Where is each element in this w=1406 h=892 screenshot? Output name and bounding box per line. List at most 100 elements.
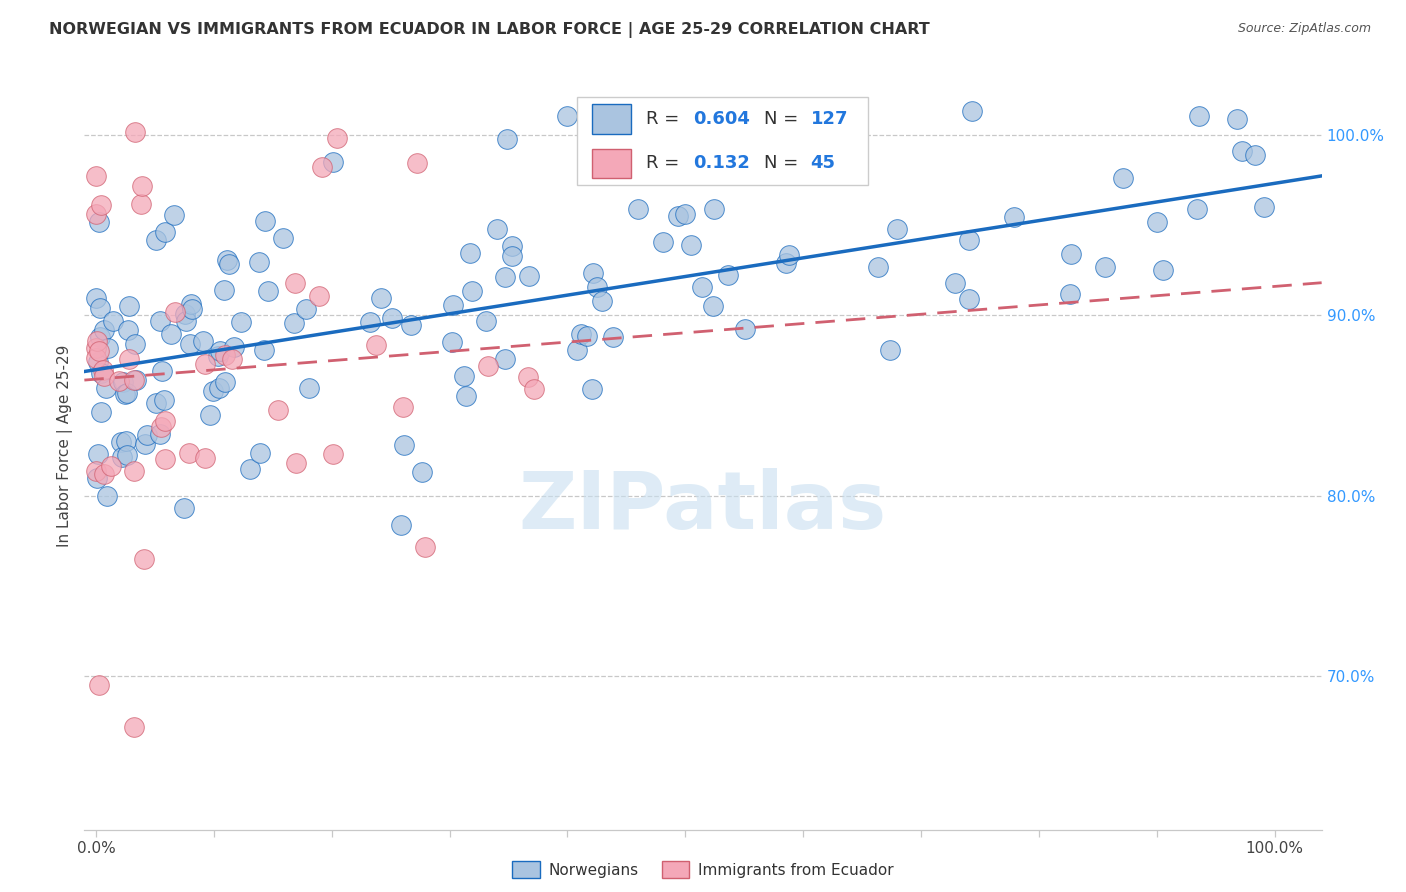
Point — [149, 427, 172, 442]
Point — [134, 436, 156, 450]
Point — [325, 131, 347, 145]
Point — [107, 375, 129, 389]
Point — [174, 314, 197, 328]
Point — [180, 297, 202, 311]
Point — [87, 447, 110, 461]
Point — [153, 414, 176, 428]
Point — [366, 338, 388, 352]
Point — [359, 315, 381, 329]
Point — [501, 249, 523, 263]
Point — [86, 351, 108, 366]
Point — [153, 392, 176, 407]
Point — [778, 248, 800, 262]
Point — [1152, 263, 1174, 277]
Point — [90, 405, 112, 419]
Point — [84, 341, 107, 355]
Point — [90, 198, 112, 212]
Point — [89, 678, 111, 692]
Point — [569, 326, 592, 341]
Point — [322, 154, 344, 169]
Point — [124, 720, 146, 734]
Point — [86, 470, 108, 484]
Point — [149, 314, 172, 328]
Point — [477, 359, 499, 374]
Point — [308, 289, 330, 303]
Point — [97, 342, 120, 356]
Point — [734, 321, 756, 335]
Point — [145, 395, 167, 409]
Point — [652, 235, 675, 249]
Point — [224, 340, 246, 354]
Point — [84, 464, 107, 478]
Point — [666, 210, 689, 224]
Point — [284, 276, 307, 290]
Point — [575, 329, 598, 343]
Point — [626, 202, 648, 217]
Point — [311, 160, 333, 174]
Point — [173, 501, 195, 516]
Point — [181, 302, 204, 317]
Point — [86, 334, 108, 348]
Point — [117, 323, 139, 337]
Point — [87, 355, 110, 369]
Point — [93, 322, 115, 336]
Point — [866, 260, 889, 274]
Point — [1232, 144, 1254, 158]
Point — [201, 384, 224, 398]
Point — [214, 375, 236, 389]
Point — [118, 299, 141, 313]
Point — [208, 344, 231, 359]
FancyBboxPatch shape — [592, 104, 631, 134]
Point — [415, 540, 437, 554]
Point — [494, 270, 516, 285]
Point — [458, 245, 481, 260]
Point — [90, 366, 112, 380]
Text: R =: R = — [647, 154, 685, 172]
Point — [879, 343, 901, 358]
Point — [581, 382, 603, 396]
Point — [461, 284, 484, 298]
Point — [267, 403, 290, 417]
Point — [135, 428, 157, 442]
Y-axis label: In Labor Force | Age 25-29: In Labor Force | Age 25-29 — [58, 345, 73, 547]
Point — [239, 461, 262, 475]
Point — [94, 381, 117, 395]
Point — [322, 446, 344, 460]
Point — [516, 370, 538, 384]
Point — [690, 280, 713, 294]
Point — [84, 291, 107, 305]
Point — [381, 311, 404, 326]
Point — [298, 381, 321, 395]
Text: ZIPatlas: ZIPatlas — [519, 468, 887, 547]
Point — [585, 279, 607, 293]
Point — [173, 307, 195, 321]
Point — [212, 283, 235, 297]
Point — [602, 329, 624, 343]
Point — [886, 221, 908, 235]
Point — [486, 222, 509, 236]
Point — [557, 110, 579, 124]
Point — [1226, 112, 1249, 126]
Point — [207, 349, 229, 363]
Point — [89, 330, 111, 344]
Text: 0.604: 0.604 — [693, 110, 749, 128]
Point — [702, 299, 724, 313]
Point — [122, 373, 145, 387]
Point — [254, 214, 277, 228]
Point — [114, 387, 136, 401]
Point — [1002, 210, 1025, 224]
Point — [567, 343, 589, 357]
Point — [1188, 109, 1211, 123]
Point — [194, 450, 217, 465]
FancyBboxPatch shape — [576, 97, 868, 186]
Point — [1094, 260, 1116, 274]
Point — [125, 373, 148, 387]
Point — [392, 438, 415, 452]
Text: 45: 45 — [811, 154, 835, 172]
Point — [111, 450, 134, 464]
Point — [295, 301, 318, 316]
Point — [218, 257, 240, 271]
Point — [591, 293, 613, 308]
Point — [194, 357, 217, 371]
Point — [198, 408, 221, 422]
